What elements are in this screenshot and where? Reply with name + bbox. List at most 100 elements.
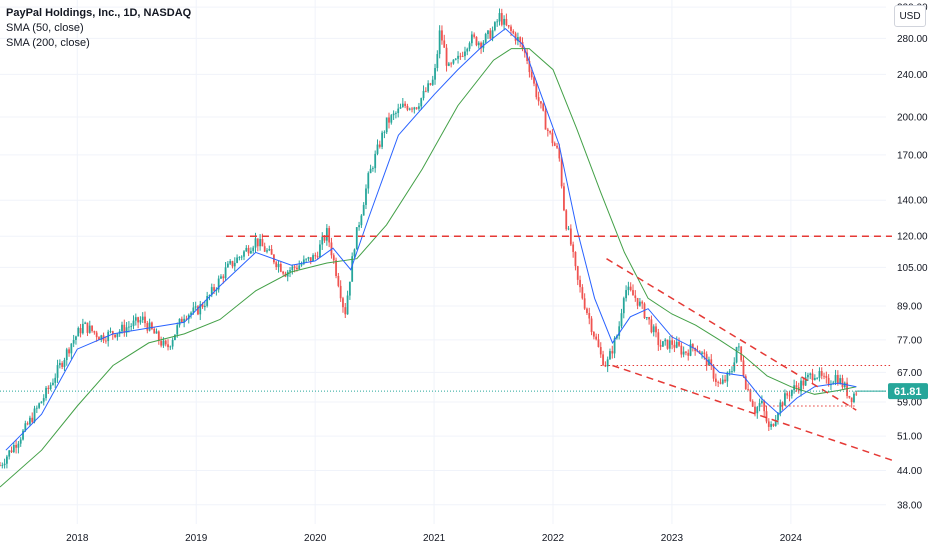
candle-body [680, 345, 683, 355]
price-tick-label: 38.00 [897, 500, 922, 511]
candle-body [270, 249, 273, 255]
candle-body [360, 215, 363, 226]
candle-body [595, 336, 598, 340]
candle-body [620, 313, 623, 327]
candle-body [374, 153, 377, 169]
candle-body [754, 406, 756, 414]
candle-body [351, 256, 354, 282]
candle-body [81, 323, 84, 334]
candle-body [312, 255, 314, 262]
candle-body [385, 117, 388, 133]
candle-body [517, 37, 519, 41]
candle-body [6, 456, 8, 464]
candle-body [816, 377, 819, 379]
candle-body [3, 463, 6, 466]
candle-body [424, 90, 427, 92]
candle-body [586, 308, 588, 314]
candle-body [337, 275, 340, 286]
candle-body [475, 36, 478, 46]
candle-body [459, 55, 462, 57]
candle-body [846, 382, 848, 396]
candle-body [70, 343, 73, 354]
candle-body [77, 328, 80, 337]
candle-body [498, 13, 501, 22]
candle-body [839, 378, 842, 384]
time-axis: 2018 2019 2020 2021 2022 2023 2024 [66, 533, 802, 544]
candle-body [309, 257, 312, 262]
candle-body [461, 55, 464, 57]
candle-body [79, 328, 82, 334]
candle-body [194, 306, 197, 308]
candle-body [818, 371, 821, 378]
candle-body [365, 188, 367, 205]
candle-body [710, 359, 713, 366]
candle-body [86, 322, 89, 333]
price-tick-label: 67.00 [897, 368, 922, 379]
candle-body [75, 336, 77, 340]
candle-body [443, 40, 446, 48]
candle-body [528, 60, 531, 73]
candle-body [116, 333, 119, 338]
candle-body [68, 349, 70, 354]
candle-body [751, 401, 754, 407]
price-tick-label: 77.00 [897, 335, 922, 346]
price-tick-label: 105.00 [897, 263, 928, 274]
time-tick-label: 2020 [304, 533, 327, 544]
candle-body [45, 387, 47, 399]
candle-body [169, 346, 172, 348]
candle-body [470, 34, 473, 44]
candle-body [770, 424, 773, 427]
candle-body [431, 79, 434, 85]
candle-body [121, 324, 123, 332]
candle-body [634, 295, 637, 298]
candle-body [190, 312, 192, 315]
candle-body [572, 244, 575, 252]
candle-body [100, 335, 103, 340]
candle-body [480, 42, 482, 49]
candle-body [289, 270, 291, 272]
legend-sma200[interactable]: SMA (200, close) [6, 37, 90, 49]
candle-body [779, 402, 782, 414]
candle-body [581, 287, 584, 299]
candle-body [484, 34, 487, 43]
trendline [606, 258, 857, 411]
candle-body [93, 331, 96, 333]
candle-body [795, 385, 798, 388]
time-tick-label: 2023 [661, 533, 684, 544]
candle-body [245, 247, 248, 252]
legend-sma50[interactable]: SMA (50, close) [6, 22, 84, 34]
candle-body [238, 257, 241, 258]
candle-body [109, 331, 112, 333]
candle-body [445, 47, 448, 66]
candle-body [813, 378, 816, 380]
candle-body [252, 247, 255, 251]
candle-body [454, 58, 457, 60]
currency-button[interactable]: USD [894, 5, 926, 27]
price-tick-label: 140.00 [897, 196, 928, 207]
candle-body [383, 132, 386, 133]
symbol-title[interactable]: PayPal Holdings, Inc., 1D, NASDAQ [6, 7, 192, 19]
candlesticks [0, 8, 858, 469]
candle-body [441, 30, 443, 41]
candle-body [362, 204, 365, 216]
candle-body [52, 382, 54, 385]
candle-body [590, 318, 593, 332]
candle-body [26, 423, 29, 425]
time-tick-label: 2019 [185, 533, 208, 544]
candle-body [827, 377, 830, 386]
candle-body [668, 340, 671, 349]
candle-body [781, 402, 784, 406]
candle-body [804, 377, 807, 386]
candle-body [717, 381, 720, 383]
price-tick-label: 200.00 [897, 112, 928, 123]
price-axis: 320.00280.00240.00200.00170.00140.00120.… [888, 3, 928, 511]
candle-body [180, 318, 183, 323]
candle-body [220, 276, 222, 279]
candle-body [411, 108, 413, 110]
candle-body [519, 37, 522, 42]
candle-body [392, 113, 395, 116]
candle-body [464, 51, 466, 57]
candle-body [622, 298, 625, 314]
candle-body [401, 103, 404, 108]
